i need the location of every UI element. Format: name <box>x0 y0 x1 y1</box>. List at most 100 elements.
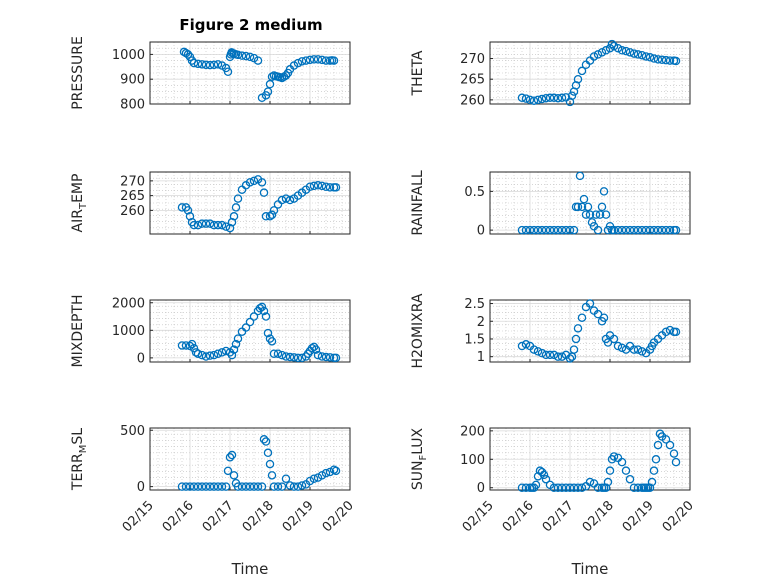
data-point <box>265 79 275 89</box>
data-point <box>301 56 311 65</box>
data-point <box>537 348 547 358</box>
data-point <box>197 350 207 360</box>
data-point <box>213 60 223 69</box>
data-point <box>541 93 551 103</box>
data-point <box>539 470 549 480</box>
data-point <box>557 483 567 492</box>
data-point <box>641 52 651 61</box>
data-point <box>189 343 199 353</box>
data-point <box>517 483 527 492</box>
y-tick-label: 260 <box>460 93 485 108</box>
data-point <box>577 313 587 322</box>
subplot-2: 260 265 270 THETA <box>410 39 691 108</box>
data-point <box>289 353 299 362</box>
data-point <box>227 217 237 227</box>
data-point <box>529 96 539 105</box>
data-point <box>597 202 607 212</box>
data-point <box>205 482 215 491</box>
axes-frame <box>489 427 691 491</box>
data-point <box>183 50 193 59</box>
data-point <box>613 341 623 351</box>
data-point <box>223 67 233 77</box>
data-point <box>537 225 547 235</box>
data-point <box>549 483 559 492</box>
data-point <box>517 341 527 351</box>
subplot-1: 800 900 1000 PRESSURE <box>70 36 351 113</box>
data-point <box>637 50 647 60</box>
data-point <box>561 483 571 492</box>
data-point <box>183 206 193 215</box>
data-point <box>253 482 263 491</box>
data-point <box>189 58 199 68</box>
data-point <box>521 483 531 492</box>
y-tick-label: 800 <box>120 98 145 113</box>
data-point <box>613 225 623 235</box>
data-point <box>317 55 327 65</box>
data-point <box>241 482 251 491</box>
subplot-6: 1 1.5 2 2.5 H2OMIXRA <box>410 293 691 369</box>
data-point <box>309 181 319 191</box>
data-point <box>653 225 663 235</box>
data-point <box>593 483 603 492</box>
data-point <box>595 210 605 219</box>
data-point <box>213 482 223 491</box>
data-point <box>261 437 271 446</box>
data-point <box>671 56 681 66</box>
data-point <box>645 225 655 235</box>
data-point <box>313 55 323 64</box>
data-point <box>625 48 635 57</box>
data-point <box>629 225 639 235</box>
data-point <box>245 482 255 491</box>
data-point <box>553 93 563 103</box>
data-point <box>545 225 555 235</box>
data-point <box>593 309 603 319</box>
data-point <box>281 474 291 483</box>
data-point <box>521 225 531 235</box>
data-point <box>245 178 255 187</box>
data-point <box>273 482 283 491</box>
data-point <box>321 182 331 192</box>
data-point <box>531 480 541 490</box>
data-point <box>565 483 575 492</box>
subplot-8: 0 100 200 SUNFLUX 02/15 02/16 02/17 02/18 02/19 0… <box>410 424 697 578</box>
data-point <box>227 450 237 460</box>
data-point <box>309 474 319 483</box>
data-point <box>313 350 323 360</box>
data-point <box>325 183 335 192</box>
data-point <box>661 327 671 337</box>
x-tick-label: 02/16 <box>500 498 537 535</box>
data-point <box>633 50 643 59</box>
axes-frame <box>489 41 691 105</box>
data-point <box>665 325 675 335</box>
data-point <box>671 327 681 337</box>
data-point <box>617 225 627 235</box>
data-point <box>533 347 543 356</box>
y-axis-label: PRESSURE <box>70 36 86 110</box>
data-point <box>245 52 255 62</box>
data-point <box>557 225 567 235</box>
data-point <box>229 471 239 480</box>
data-point <box>661 55 671 65</box>
data-point <box>277 482 287 491</box>
data-point <box>229 212 239 221</box>
data-point <box>259 188 269 197</box>
y-tick-label: 270 <box>460 52 485 67</box>
data-point <box>621 46 631 56</box>
data-point <box>249 482 259 491</box>
data-point <box>625 225 635 235</box>
data-point <box>257 482 267 491</box>
y-tick-label: 270 <box>120 174 145 189</box>
data-point <box>277 350 287 360</box>
data-point <box>657 55 667 65</box>
data-point <box>277 195 287 205</box>
data-point <box>661 435 671 444</box>
y-tick-label: 1 <box>477 350 485 365</box>
data-point <box>669 449 679 458</box>
x-axis-label: Time <box>231 560 269 578</box>
data-point <box>201 60 211 70</box>
x-tick-label: 02/17 <box>200 498 237 535</box>
data-point <box>607 39 617 49</box>
data-point <box>177 341 187 350</box>
data-point <box>585 210 595 219</box>
data-point <box>591 210 601 219</box>
